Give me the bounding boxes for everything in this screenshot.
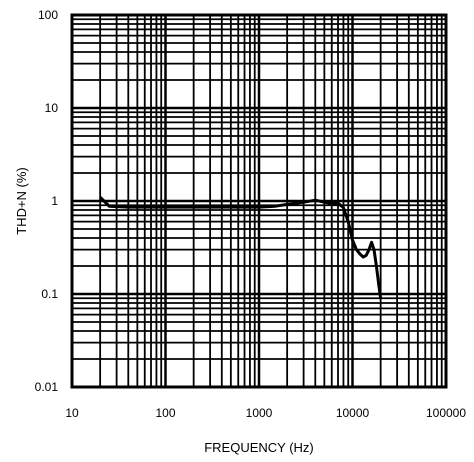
y-tick-label: 1 (51, 194, 58, 208)
x-tick-label: 10000 (336, 406, 370, 420)
y-tick-label: 10 (45, 101, 59, 115)
grid (72, 15, 446, 387)
x-axis-label: FREQUENCY (Hz) (204, 440, 314, 455)
x-tick-label: 1000 (246, 406, 273, 420)
series-line-thdn (99, 196, 383, 299)
x-tick-label: 100 (155, 406, 175, 420)
x-tick-label: 10 (65, 406, 79, 420)
y-tick-labels: 0.01 0.1 1 10 100 (35, 8, 59, 394)
y-tick-label: 0.01 (35, 380, 59, 394)
y-axis-label: THD+N (%) (14, 167, 29, 235)
y-tick-label: 0.1 (41, 287, 58, 301)
x-tick-labels: 10 100 1000 10000 100000 (65, 406, 466, 420)
y-tick-label: 100 (38, 8, 58, 22)
x-tick-label: 100000 (426, 406, 466, 420)
plot-frame (70, 13, 448, 389)
